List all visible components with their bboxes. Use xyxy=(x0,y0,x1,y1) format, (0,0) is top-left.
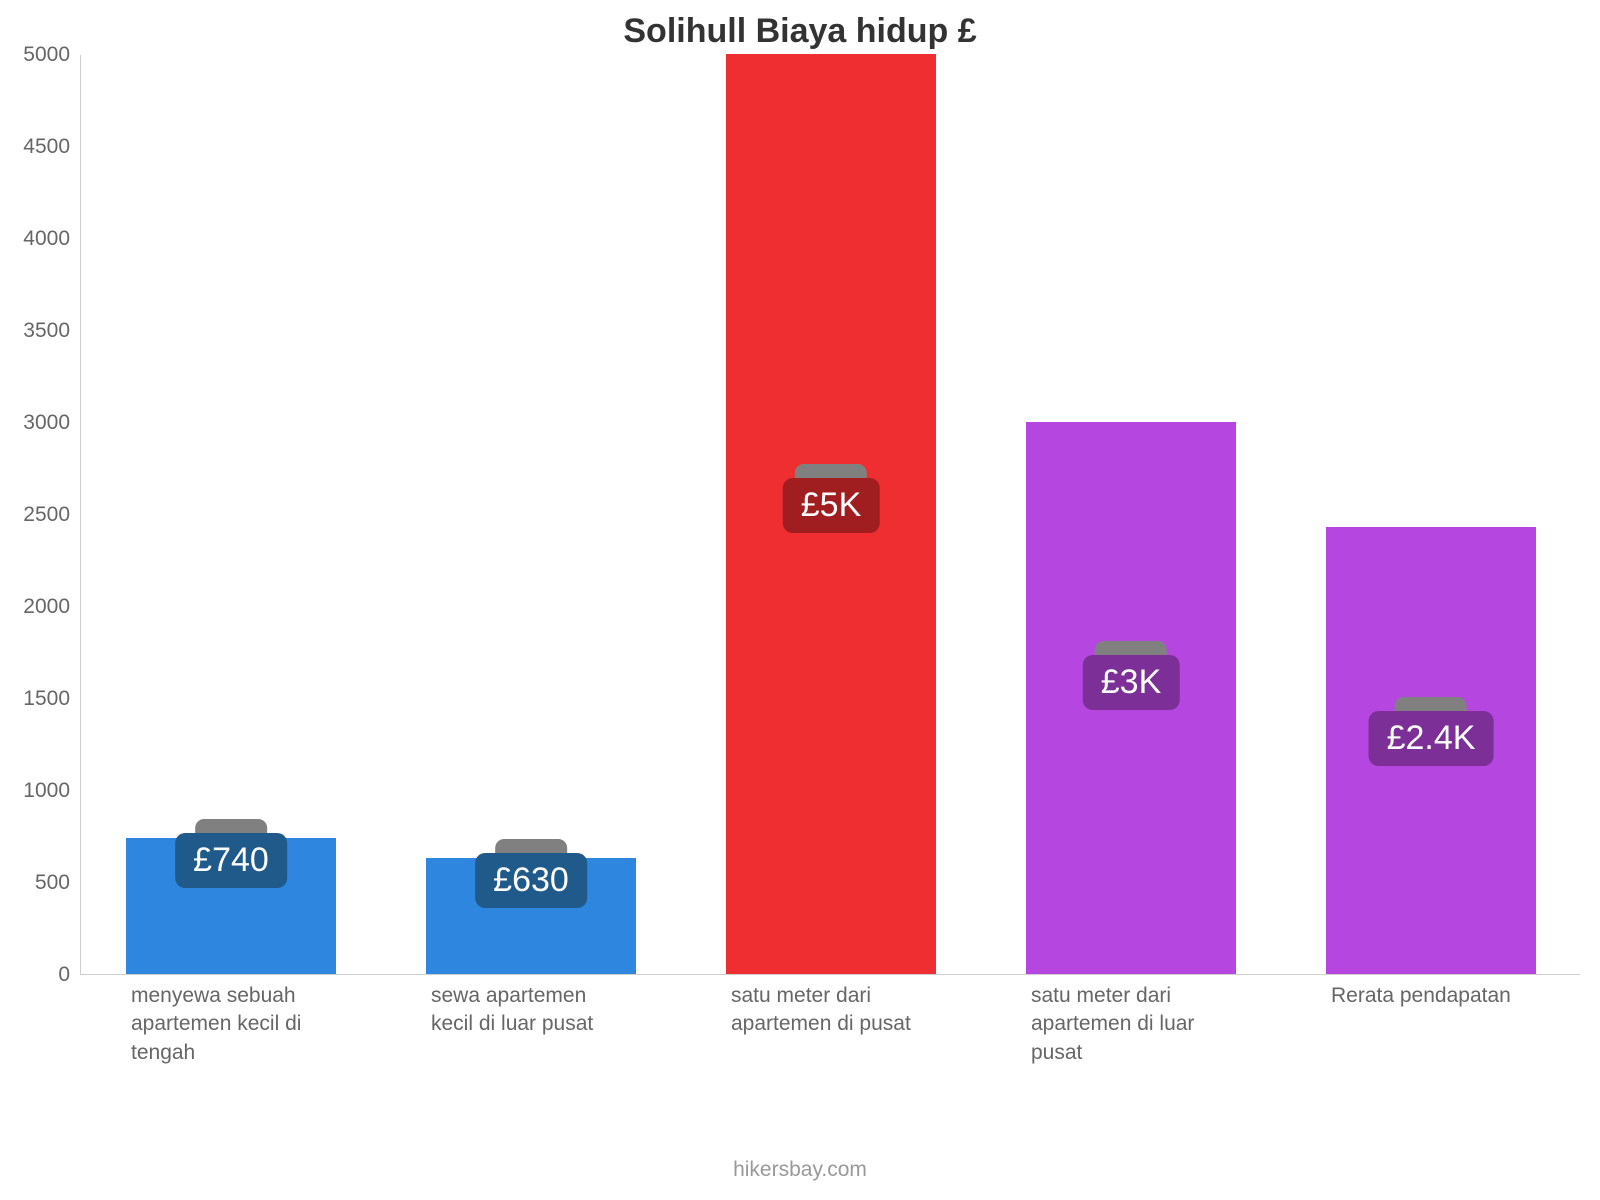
badge-cap-icon xyxy=(1395,697,1467,711)
attribution-text: hikersbay.com xyxy=(733,1158,867,1182)
chart-container: Solihull Biaya hidup £ £740 £630 £5K £3K £2.… xyxy=(0,0,1600,1200)
ytick-label: 500 xyxy=(10,871,70,895)
value-label: £5K xyxy=(801,486,862,524)
ytick-label: 4500 xyxy=(10,135,70,159)
ytick-label: 0 xyxy=(10,963,70,987)
xtick-label: menyewa sebuah apartemen kecil di tengah xyxy=(131,982,331,1067)
ytick-label: 1500 xyxy=(10,687,70,711)
ytick-label: 4000 xyxy=(10,227,70,251)
ytick-label: 3500 xyxy=(10,319,70,343)
value-badge: £5K xyxy=(783,478,880,533)
ytick-label: 5000 xyxy=(10,43,70,67)
badge-cap-icon xyxy=(495,839,567,853)
value-badge: £630 xyxy=(475,853,587,908)
ytick-label: 1000 xyxy=(10,779,70,803)
badge-cap-icon xyxy=(195,819,267,833)
chart-title: Solihull Biaya hidup £ xyxy=(623,12,976,51)
value-label: £3K xyxy=(1101,663,1162,701)
value-label: £630 xyxy=(493,861,569,899)
value-badge: £2.4K xyxy=(1369,711,1494,766)
plot-area: £740 £630 £5K £3K £2.4K xyxy=(80,55,1580,975)
xtick-label: sewa apartemen kecil di luar pusat xyxy=(431,982,631,1039)
value-label: £740 xyxy=(193,841,269,879)
badge-cap-icon xyxy=(1095,641,1167,655)
xtick-label: satu meter dari apartemen di pusat xyxy=(731,982,931,1039)
value-badge: £3K xyxy=(1083,655,1180,710)
ytick-label: 2500 xyxy=(10,503,70,527)
ytick-label: 2000 xyxy=(10,595,70,619)
badge-cap-icon xyxy=(795,464,867,478)
ytick-label: 3000 xyxy=(10,411,70,435)
value-badge: £740 xyxy=(175,833,287,888)
xtick-label: Rerata pendapatan xyxy=(1331,982,1531,1010)
xtick-label: satu meter dari apartemen di luar pusat xyxy=(1031,982,1231,1067)
value-label: £2.4K xyxy=(1387,719,1476,757)
